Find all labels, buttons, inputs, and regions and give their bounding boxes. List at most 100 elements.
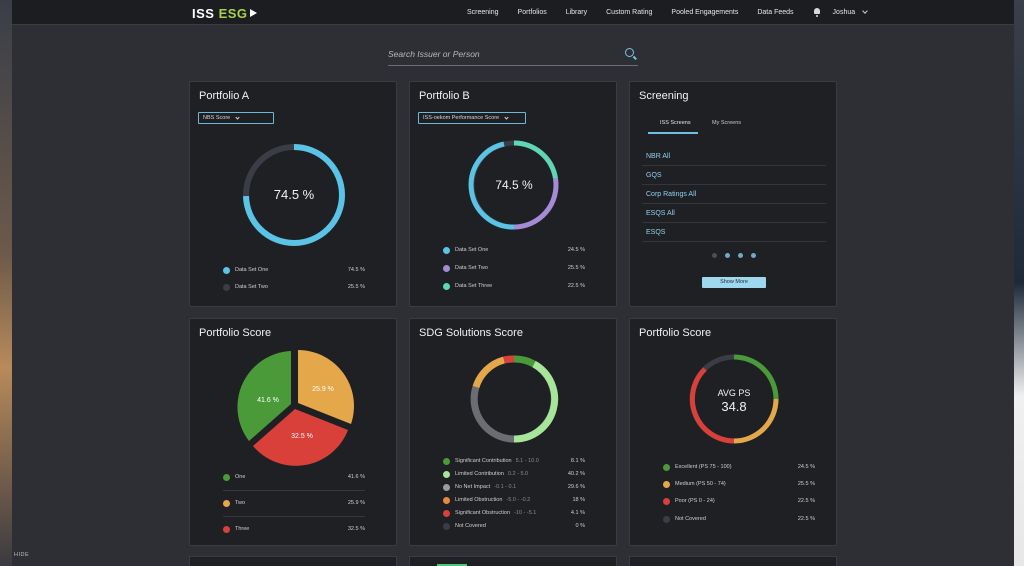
legend-label: Data Set Two: [455, 265, 488, 271]
tab-iss-screens[interactable]: ISS Screens: [660, 120, 691, 126]
screen-list-item[interactable]: Corp Ratings All: [642, 186, 826, 204]
legend-label: Two: [235, 500, 246, 506]
legend-item: Data Set Two: [443, 263, 488, 273]
donut-segment-significant-contribution: [513, 355, 536, 368]
legend-value: 8.1 %: [570, 458, 585, 464]
bell-icon[interactable]: [813, 8, 821, 17]
iss-esg-logo[interactable]: ISS ESG: [192, 6, 257, 21]
legend-dot: [443, 282, 450, 290]
tab-my-screens[interactable]: My Screens: [712, 120, 742, 126]
score-select[interactable]: ISS-oekom Performance Score: [418, 112, 526, 124]
legend-label: Limited Obstruction: [455, 497, 503, 503]
donut-segment-poor: [689, 367, 735, 444]
avg-ps-donut: AVG PS 34.8: [689, 354, 779, 444]
screen-list-item[interactable]: NBR All: [642, 148, 826, 166]
legend-item: Excellent (PS 75 - 100): [663, 462, 732, 472]
legend-dot: [443, 246, 450, 254]
score-select[interactable]: NBS Score: [198, 112, 274, 124]
legend-item: Limited Obstruction -5.0 - -0.2: [443, 495, 530, 505]
portfolio-score-pie: 41.6 % 25.9 % 32.5 %: [237, 350, 354, 466]
donut-segment-no-net-impact: [470, 385, 515, 443]
pie-label-three: 32.5 %: [291, 433, 313, 440]
search-icon[interactable]: [625, 48, 634, 57]
legend-label: Medium (PS 50 - 74): [675, 481, 726, 487]
portfolio-score-pie-card: Portfolio Score 41.6 % 25.9 % 32.5 % One…: [189, 318, 397, 546]
nav-portfolios[interactable]: Portfolios: [517, 9, 547, 16]
scroll-indicator: [437, 564, 467, 566]
donut-segment-two: [513, 178, 559, 230]
legend-label: Data Set Three: [455, 283, 493, 289]
legend-dot: [443, 522, 450, 530]
nav-pooled-engagements[interactable]: Pooled Engagements: [671, 9, 739, 16]
main-nav: Screening Portfolios Library Custom Rati…: [467, 0, 868, 25]
donut-segment-three: [513, 140, 558, 179]
legend-dot: [223, 525, 230, 533]
legend-label: Data Set Two: [235, 284, 268, 290]
portfolio-a-card: Portfolio A NBS Score 74.5 % Data Set On…: [189, 81, 397, 307]
legend-value: 32.5 %: [347, 526, 365, 532]
legend-value: 22.5 %: [567, 283, 585, 289]
sdg-donut: [470, 355, 559, 443]
legend-value: 25.9 %: [347, 500, 365, 506]
legend-item: Data Set One: [223, 265, 268, 275]
legend-range: 0.2 - 5.0: [507, 471, 529, 477]
donut-segment-excellent: [733, 354, 779, 400]
legend-range: -5.0 - -0.2: [506, 497, 531, 503]
donut-center-label: 74.5 %: [274, 187, 315, 202]
hide-sidebar-button[interactable]: HIDE: [14, 552, 30, 558]
card-title: SDG Solutions Score: [419, 327, 523, 339]
search-bar: [388, 44, 638, 66]
nav-library[interactable]: Library: [565, 9, 588, 16]
legend-item: No Net Impact -0.1 - 0.1: [443, 482, 516, 492]
legend-item: Medium (PS 50 - 74): [663, 479, 726, 489]
show-more-button[interactable]: Show More: [702, 277, 766, 288]
legend-value: 22.5 %: [797, 516, 815, 522]
legend-value: 29.6 %: [567, 484, 585, 490]
legend-item: Significant Contribution 5.1 - 10.0: [443, 456, 539, 466]
card-title: Portfolio B: [419, 90, 470, 102]
legend-item: Significant Obstruction -10 - -5.1: [443, 508, 536, 518]
legend-dot: [443, 457, 450, 465]
pie-slice-two: [298, 350, 354, 424]
nav-screening[interactable]: Screening: [467, 9, 499, 16]
app-window: ISS ESG Screening Portfolios Library Cus…: [12, 0, 1014, 566]
legend-dot: [443, 483, 450, 491]
avg-ps-value: 34.8: [721, 399, 746, 414]
screen-list-item[interactable]: GQS: [642, 167, 826, 185]
legend-dot: [223, 499, 230, 507]
legend-label: No Net Impact: [455, 484, 491, 490]
screening-tabs: ISS Screens My Screens: [630, 112, 838, 134]
screen-list-item[interactable]: ESQS: [642, 224, 826, 242]
legend-range: 5.1 - 10.0: [515, 458, 539, 464]
legend-value: 0 %: [575, 523, 585, 529]
donut-progress-arc: [243, 144, 345, 246]
nav-custom-rating[interactable]: Custom Rating: [606, 9, 653, 16]
legend-label: Limited Contribution: [455, 471, 504, 477]
legend-label: Excellent (PS 75 - 100): [675, 464, 732, 470]
nav-data-feeds[interactable]: Data Feeds: [757, 9, 794, 16]
legend-value: 18 %: [572, 497, 585, 503]
pager-dot[interactable]: [751, 253, 756, 258]
legend-label: Significant Contribution: [455, 458, 512, 464]
pie-label-two: 25.9 %: [312, 386, 334, 393]
legend-value: 25.5 %: [567, 265, 585, 271]
pie-label-one: 41.6 %: [257, 397, 279, 404]
legend-range: -10 - -5.1: [514, 510, 537, 516]
legend-divider: [223, 490, 365, 491]
search-input[interactable]: [388, 44, 608, 64]
select-value: ISS-oekom Performance Score: [423, 115, 500, 121]
legend-value: 22.5 %: [797, 498, 815, 504]
pager-dot[interactable]: [738, 253, 743, 258]
background-right-edge: [1014, 0, 1024, 566]
pager-dot[interactable]: [712, 253, 717, 258]
legend-item: Not Covered: [443, 521, 486, 531]
screen-list-item[interactable]: ESQS All: [642, 205, 826, 223]
user-menu[interactable]: Joshua: [833, 8, 868, 16]
card-title: Portfolio A: [199, 90, 250, 102]
legend-value: 24.5 %: [567, 247, 585, 253]
portfolio-b-donut: 74.5 %: [468, 140, 559, 230]
pager-dot[interactable]: [725, 253, 730, 258]
legend-dot: [223, 283, 230, 291]
sdg-solutions-score-card: SDG Solutions Score Significant Contribu…: [409, 318, 617, 546]
legend-label: Not Covered: [675, 516, 706, 522]
